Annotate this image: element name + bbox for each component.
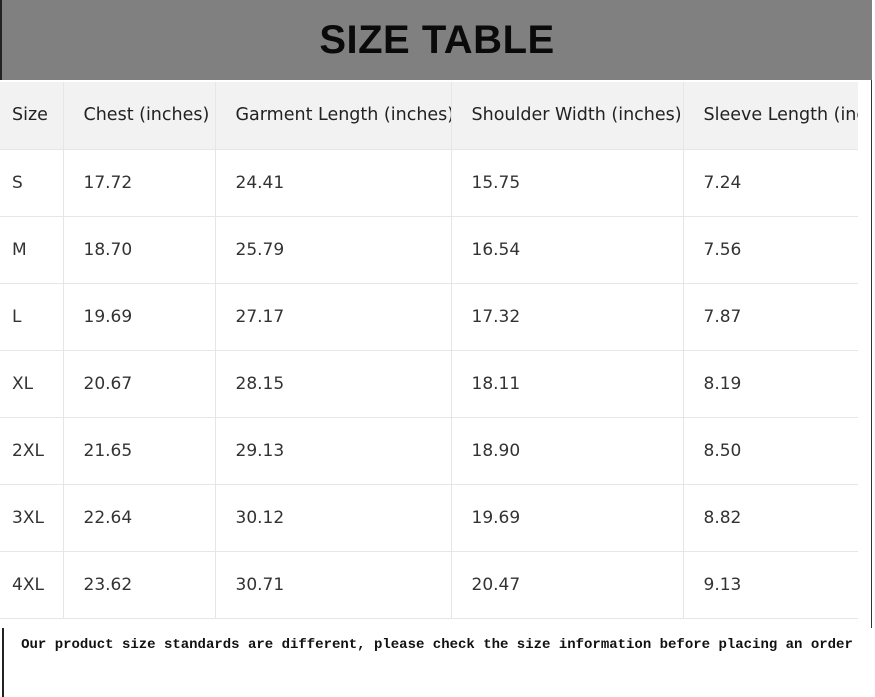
table-row: 2XL 21.65 29.13 18.90 8.50	[0, 417, 858, 485]
table-cell: 7.87	[683, 283, 858, 351]
page-title: SIZE TABLE	[319, 17, 555, 62]
table-cell: 19.69	[63, 283, 216, 351]
table-header-row: Size Chest (inches) Garment Length (inches…	[0, 82, 858, 150]
table-cell: 2XL	[0, 417, 64, 485]
column-header: Chest (inches)	[63, 82, 216, 150]
table-row: 4XL 23.62 30.71 20.47 9.13	[0, 551, 858, 619]
title-band: SIZE TABLE	[0, 0, 872, 80]
table-cell: 17.72	[63, 149, 216, 217]
table-cell: 23.62	[63, 551, 216, 619]
table-cell: 17.32	[451, 283, 684, 351]
table-cell: 8.19	[683, 350, 858, 418]
divider	[871, 80, 872, 628]
table-row: M 18.70 25.79 16.54 7.56	[0, 216, 858, 284]
column-header: Shoulder Width (inches)	[451, 82, 684, 150]
table-cell: 24.41	[215, 149, 452, 217]
column-header: Size	[0, 82, 64, 150]
table-cell: 28.15	[215, 350, 452, 418]
table-cell: 18.90	[451, 417, 684, 485]
table-cell: 7.24	[683, 149, 858, 217]
table-cell: 7.56	[683, 216, 858, 284]
table-row: L 19.69 27.17 17.32 7.87	[0, 283, 858, 351]
table-row: S 17.72 24.41 15.75 7.24	[0, 149, 858, 217]
table-cell: S	[0, 149, 64, 217]
table-cell: 18.11	[451, 350, 684, 418]
table-cell: 25.79	[215, 216, 452, 284]
table-cell: 21.65	[63, 417, 216, 485]
table-row: 3XL 22.64 30.12 19.69 8.82	[0, 484, 858, 552]
table-cell: 29.13	[215, 417, 452, 485]
table-cell: 27.17	[215, 283, 452, 351]
table-cell: 8.50	[683, 417, 858, 485]
table-cell: 18.70	[63, 216, 216, 284]
table-cell: 3XL	[0, 484, 64, 552]
table-cell: 30.12	[215, 484, 452, 552]
table-cell: 22.64	[63, 484, 216, 552]
table-cell: 20.47	[451, 551, 684, 619]
table-cell: 9.13	[683, 551, 858, 619]
size-table: Size Chest (inches) Garment Length (inches…	[0, 82, 858, 619]
table-cell: XL	[0, 350, 64, 418]
size-table-container: Size Chest (inches) Garment Length (inches…	[0, 82, 858, 626]
table-row: XL 20.67 28.15 18.11 8.19	[0, 350, 858, 418]
column-header: Garment Length (inches)	[215, 82, 452, 150]
table-cell: 20.67	[63, 350, 216, 418]
table-cell: L	[0, 283, 64, 351]
table-cell: 4XL	[0, 551, 64, 619]
table-cell: 19.69	[451, 484, 684, 552]
table-cell: 15.75	[451, 149, 684, 217]
size-note: Our product size standards are different…	[2, 628, 870, 697]
table-cell: 8.82	[683, 484, 858, 552]
table-cell: 30.71	[215, 551, 452, 619]
table-cell: 16.54	[451, 216, 684, 284]
table-cell: M	[0, 216, 64, 284]
column-header: Sleeve Length (inches)	[683, 82, 858, 150]
